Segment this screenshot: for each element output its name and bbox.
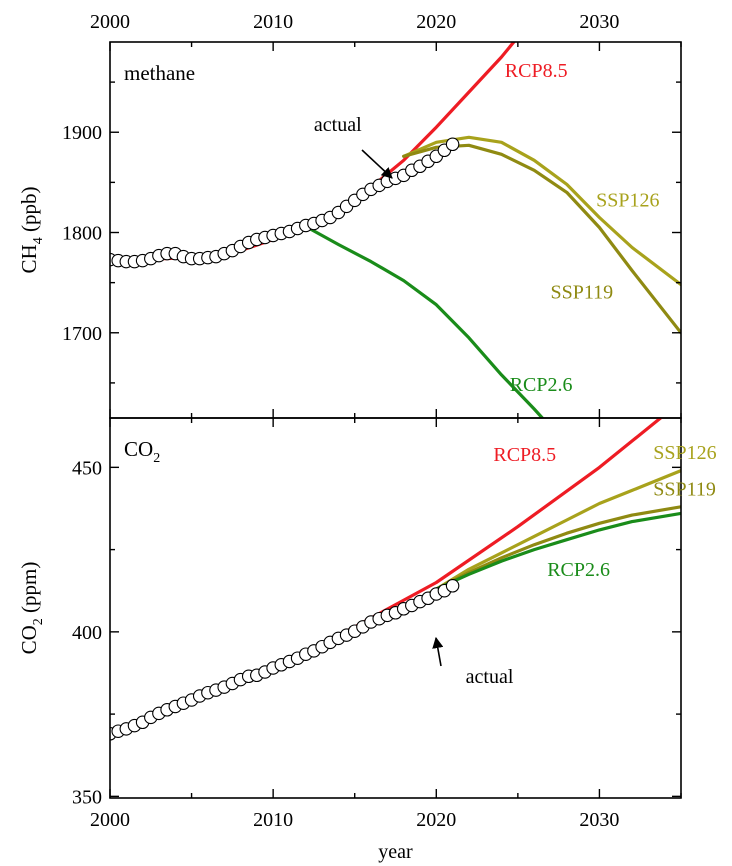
x-tick-label-top: 2000 (90, 11, 130, 33)
y-axis-label-main: CH (17, 244, 41, 273)
series-line-rcp26 (304, 224, 544, 418)
actual-points (110, 579, 460, 741)
series-line-rcp26 (434, 511, 681, 591)
x-tick-label-bottom: 2010 (253, 809, 293, 831)
y-axis-label-sub: 4 (31, 237, 46, 244)
y-axis-label: CH4 (ppb) (17, 187, 46, 274)
arrow-actual-methane (361, 149, 393, 179)
y-tick-label: 1800 (62, 223, 102, 245)
y-axis-label-main: CO (17, 625, 41, 654)
x-tick-label-top: 2030 (579, 11, 619, 33)
series-group (110, 42, 681, 418)
annotation-rcp26: RCP2.6 (510, 374, 573, 396)
annotation-ssp126: SSP126 (596, 189, 659, 211)
x-tick-label-top: 2010 (253, 11, 293, 33)
annotation-rcp26: RCP2.6 (547, 559, 610, 581)
actual-point (445, 137, 460, 152)
actual-point (445, 579, 460, 593)
actual-points (110, 137, 460, 269)
y-tick-label: 400 (72, 622, 102, 644)
annotation-ssp126: SSP126 (653, 442, 716, 464)
x-tick-label-top: 2020 (416, 11, 456, 33)
x-axis-label: year (378, 841, 413, 863)
y-tick-label: 1900 (62, 122, 102, 144)
y-axis-label: CO2 (ppm) (17, 562, 46, 655)
y-axis-label-tail: (ppb) (17, 187, 41, 238)
y-tick-label: 1700 (62, 323, 102, 345)
annotation-actual: actual (314, 114, 362, 136)
plot-frame (109, 41, 682, 419)
annotation-rcp85: RCP8.5 (493, 444, 556, 466)
annotation-ssp119: SSP119 (653, 478, 716, 500)
x-tick-label-bottom: 2030 (579, 809, 619, 831)
plot-frame (109, 417, 682, 799)
annotation-rcp85: RCP8.5 (505, 60, 568, 82)
x-tick-label-bottom: 2000 (90, 809, 130, 831)
y-tick-label: 350 (72, 786, 102, 808)
panel-label: CO2 (124, 437, 160, 466)
x-tick-label-bottom: 2020 (416, 809, 456, 831)
panel-label-sub: 2 (153, 451, 160, 466)
panel-label: methane (124, 61, 195, 85)
arrow-actual-co2 (432, 636, 444, 667)
panel-label-main: CO (124, 437, 153, 461)
annotation-actual: actual (466, 666, 514, 688)
annotation-ssp119: SSP119 (550, 282, 613, 304)
series-line-ssp119 (402, 143, 681, 335)
y-tick-label: 450 (72, 457, 102, 479)
y-axis-label-tail: (ppm) (17, 562, 41, 619)
y-axis-label-sub: 2 (31, 618, 46, 625)
panel-methane: 1700 1800 1900 CH4 (ppb) methane RCP8.5 actual… (17, 41, 682, 419)
